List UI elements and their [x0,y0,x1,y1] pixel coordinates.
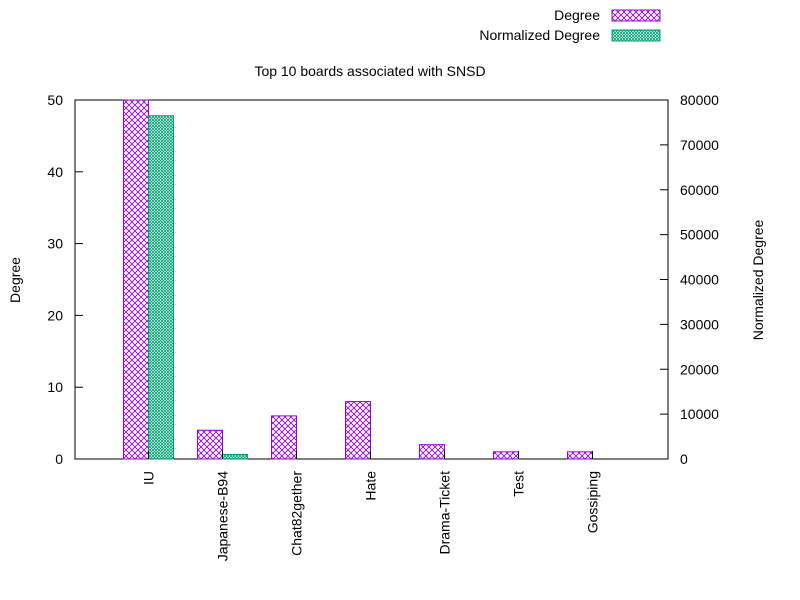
y2-tick-label: 30000 [680,316,719,332]
y2-tick-label: 20000 [680,361,719,377]
x-tick-label: Chat82gether [289,471,305,556]
y2-tick-label: 50000 [680,227,719,243]
chart-title: Top 10 boards associated with SNSD [254,63,485,79]
bar-degree [345,401,371,460]
bar-degree [197,429,223,460]
x-tick-label: Test [511,471,527,497]
legend-label: Degree [554,7,600,23]
bar-degree [567,451,593,460]
plot-area: 0 10 20 30 40 50 0 10000 20000 30000 40000 50000 600… [47,92,719,561]
y2-axis-title: Normalized Degree [750,219,766,340]
legend-swatch [611,9,661,22]
bar-degree [419,444,445,460]
bar-normalized-degree [222,454,248,460]
y-tick-label: 20 [47,307,63,323]
legend-label: Normalized Degree [479,27,600,43]
legend: Degree Normalized Degree [479,7,661,43]
y2-tick-label: 0 [680,451,688,467]
y-tick-label: 40 [47,164,63,180]
y-axis-title: Degree [7,257,23,303]
bar-normalized-degree [148,115,174,460]
bar-degree [271,415,297,460]
x-tick-label: Japanese-B94 [215,471,231,562]
legend-swatch [611,29,661,42]
y-tick-label: 0 [55,451,63,467]
y-tick-label: 30 [47,236,63,252]
bar-degree [123,99,149,460]
y2-tick-label: 40000 [680,272,719,288]
x-tick-label: IU [141,471,157,485]
y2-tick-label: 10000 [680,406,719,422]
y2-tick-label: 80000 [680,92,719,108]
x-tick-label: Gossiping [585,471,601,533]
y2-tick-label: 70000 [680,137,719,153]
bar-degree [493,451,519,460]
y-tick-label: 50 [47,92,63,108]
y-tick-label: 10 [47,379,63,395]
y2-tick-label: 60000 [680,182,719,198]
x-tick-label: Hate [363,471,379,501]
x-tick-label: Drama-Ticket [437,471,453,555]
